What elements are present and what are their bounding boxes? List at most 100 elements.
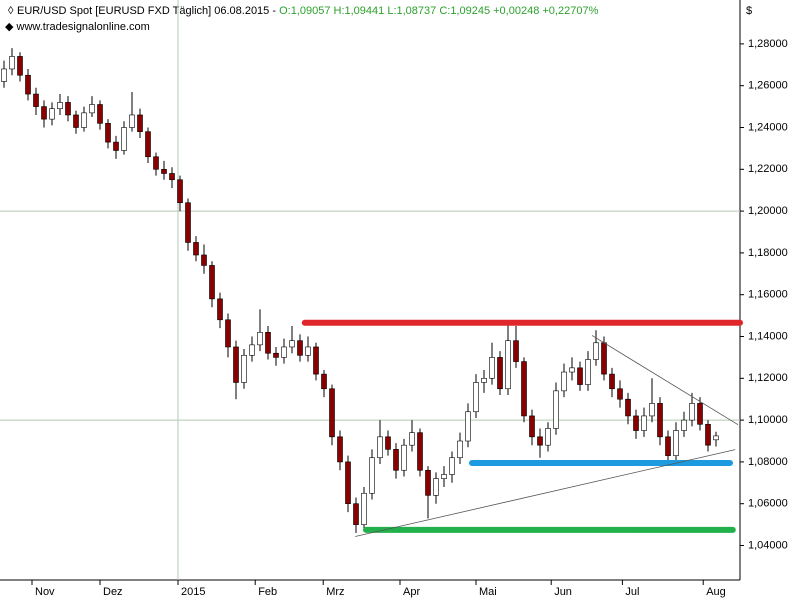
x-tick-label: Dez (103, 586, 123, 598)
y-tick-label: 1,18000 (748, 247, 788, 259)
candle-body (241, 355, 247, 383)
candle-body (129, 114, 135, 128)
candle-body (185, 202, 191, 243)
candle-body (297, 340, 303, 356)
candle-body (529, 415, 535, 438)
y-tick-label: 1,28000 (748, 38, 788, 50)
x-tick-label: Mrz (326, 586, 344, 598)
candle-body (225, 319, 231, 348)
source-text: www.tradesignalonline.com (16, 21, 150, 33)
candle-body (353, 503, 359, 525)
candle-body (17, 56, 23, 76)
candle-body (489, 357, 495, 379)
candle-body (393, 449, 399, 471)
y-tick-label: 1,16000 (748, 289, 788, 301)
candle-body (441, 474, 447, 479)
candle-body (265, 332, 271, 354)
y-tick-label: 1,22000 (748, 163, 788, 175)
candle-body (505, 340, 511, 390)
candle-body (89, 104, 95, 114)
candle-body (457, 440, 463, 459)
currency: $ (746, 5, 752, 17)
candle-body (513, 340, 519, 362)
y-tick-label: 1,20000 (748, 205, 788, 217)
candle-body (689, 403, 695, 421)
x-tick-label: Jul (625, 586, 639, 598)
x-tick-label: Nov (35, 586, 55, 598)
candle-body (161, 168, 167, 174)
candle-body (281, 346, 287, 358)
candle-body (577, 367, 583, 385)
candle-body (137, 114, 143, 132)
candle-body (385, 436, 391, 450)
candle-body (713, 435, 719, 441)
candle-body (65, 102, 71, 116)
x-tick-label: Jun (554, 586, 572, 598)
candle-body (369, 457, 375, 494)
candle-body (233, 346, 239, 383)
candle-body (97, 104, 103, 124)
candle-body (705, 423, 711, 446)
candle-body (321, 373, 327, 390)
candle-body (401, 444, 407, 471)
trend-line (355, 449, 736, 537)
candle-body (249, 344, 255, 356)
candle-body (481, 378, 487, 383)
candle-body (425, 469, 431, 496)
candle-body (433, 478, 439, 496)
candle-body (641, 415, 647, 431)
candle-body (537, 436, 543, 446)
candle-body (105, 123, 111, 143)
header-icon: ◊ (8, 5, 14, 17)
candle-body (561, 371, 567, 392)
candle-body (257, 332, 263, 346)
candle-body (25, 74, 31, 95)
candle-body (73, 114, 79, 128)
candle-body (273, 352, 279, 358)
candle-body (657, 403, 663, 438)
candle-body (113, 141, 119, 151)
candle-body (57, 102, 63, 109)
source: ◆ www.tradesignalonline.com (5, 21, 150, 33)
chart-title: EUR/USD Spot [EURUSD FXD Täglich] 06.08.… (17, 5, 599, 17)
candle-body (345, 461, 351, 505)
candle-body (49, 108, 55, 120)
y-tick-label: 1,14000 (748, 330, 788, 342)
candle-body (169, 173, 175, 181)
candle-body (9, 56, 15, 70)
candle-body (601, 342, 607, 375)
candle-body (593, 342, 599, 360)
x-tick-label: Apr (403, 586, 420, 598)
y-tick-label: 1,24000 (748, 121, 788, 133)
candle-body (1, 68, 7, 82)
candle-body (153, 156, 159, 170)
candle-body (121, 127, 127, 151)
candle-body (305, 346, 311, 356)
y-tick-label: 1,12000 (748, 372, 788, 384)
candle-body (673, 430, 679, 456)
candle-body (625, 398, 631, 417)
candle-body (201, 254, 207, 266)
y-tick-label: 1,06000 (748, 498, 788, 510)
candle-body (313, 346, 319, 375)
candle-body (545, 428, 551, 446)
candle-body (41, 106, 47, 120)
candle-body (465, 411, 471, 442)
candle-body (569, 367, 575, 373)
quote: O:1,09057 H:1,09441 L:1,08737 C:1,09245 … (279, 5, 598, 17)
candle-body (177, 179, 183, 204)
candle-body (217, 298, 223, 321)
candle-body (329, 388, 335, 438)
candle-body (361, 492, 367, 525)
trend-line (591, 335, 739, 426)
candle-body (609, 373, 615, 390)
candle-body (409, 432, 415, 446)
candle-body (633, 415, 639, 431)
candle-body (665, 436, 671, 456)
candle-body (697, 403, 703, 425)
candle-body (377, 436, 383, 459)
x-tick-label: 2015 (181, 586, 205, 598)
candle-body (145, 131, 151, 158)
x-tick-label: Feb (258, 586, 277, 598)
candle-body (417, 432, 423, 471)
